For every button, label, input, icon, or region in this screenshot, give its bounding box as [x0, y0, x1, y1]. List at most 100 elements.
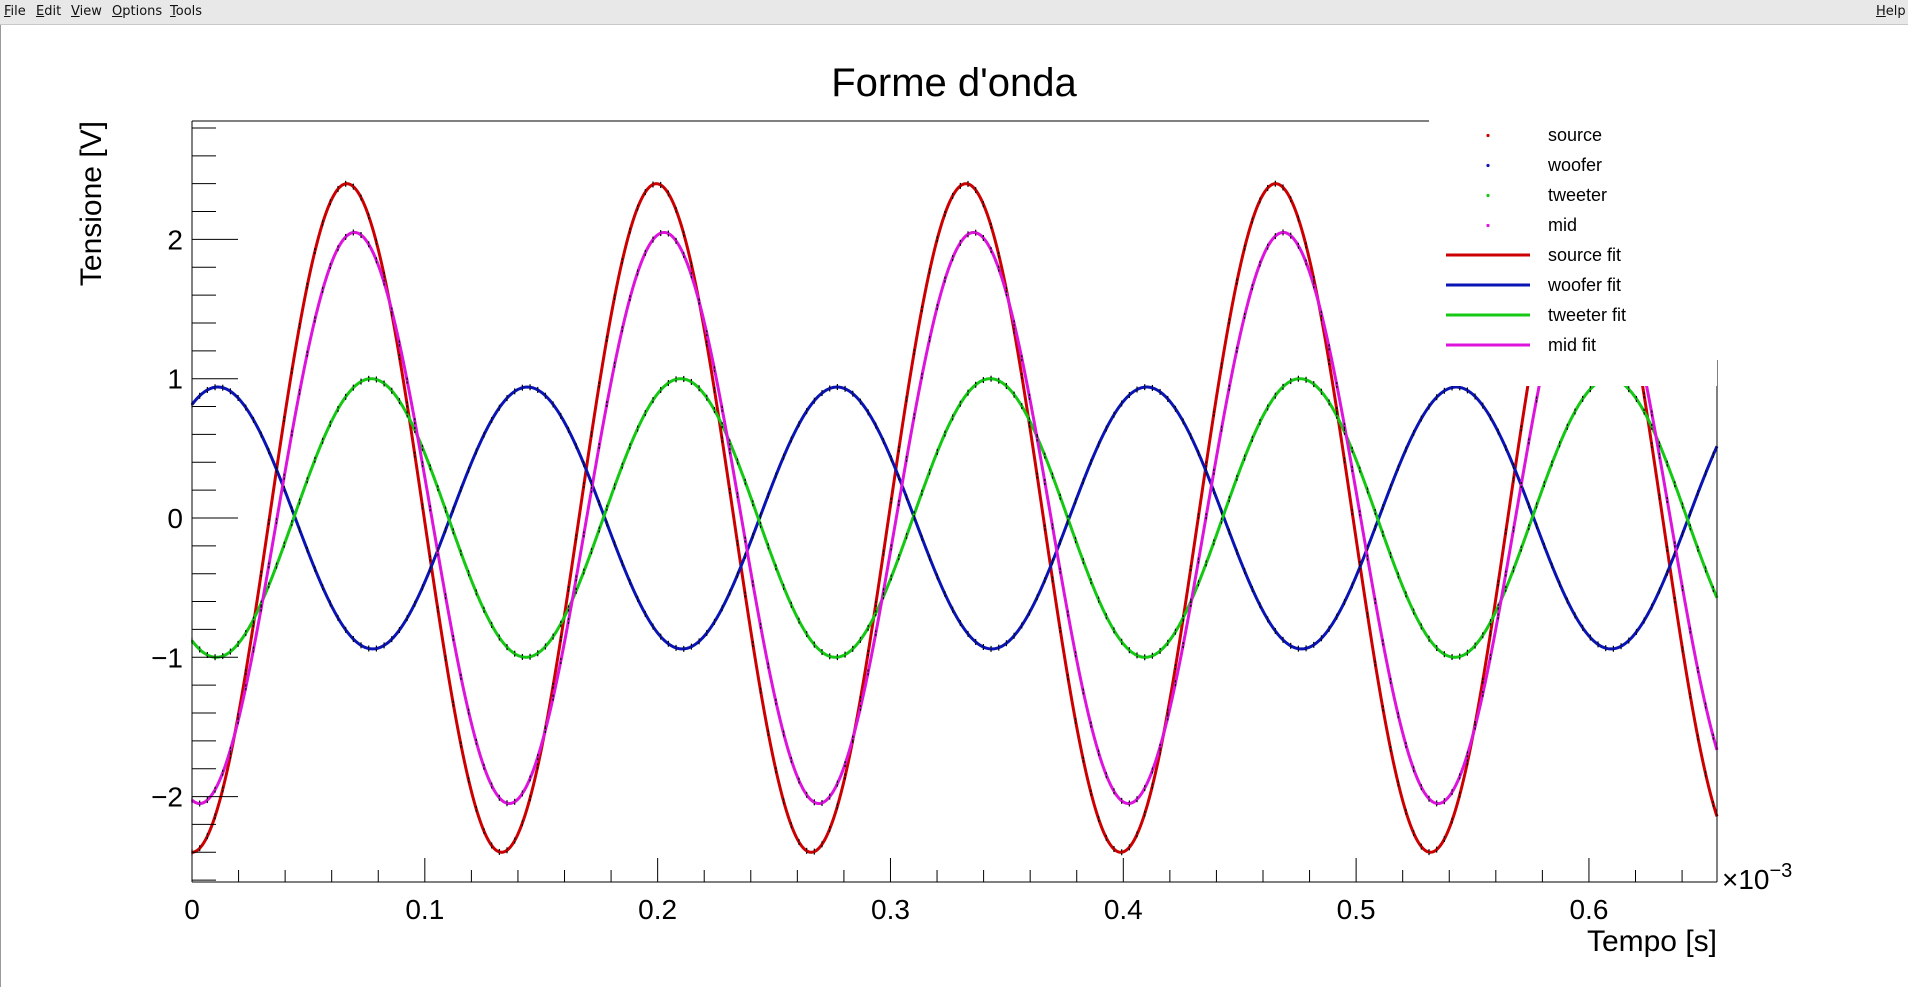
data-point-dot	[575, 536, 578, 539]
data-point-dot	[921, 375, 923, 377]
data-point-dot	[306, 284, 309, 287]
data-point-dot	[667, 382, 670, 384]
data-point-dot	[1105, 836, 1108, 839]
data-point-dot	[897, 448, 900, 450]
data-point-dot	[744, 554, 747, 557]
data-point-dot	[652, 183, 654, 186]
data-point-dot	[1474, 395, 1476, 398]
data-point-dot	[936, 575, 939, 578]
data-point-dot	[1351, 584, 1354, 587]
data-point-dot	[283, 418, 286, 420]
data-point-dot	[913, 351, 916, 353]
data-point-dot	[659, 635, 662, 638]
data-point-dot	[921, 491, 923, 494]
data-point-dot	[828, 655, 831, 658]
legend-entry: tweeter fit	[1446, 305, 1626, 325]
data-point-dot	[1650, 412, 1653, 415]
data-point-dot	[667, 232, 670, 235]
data-point-dot	[782, 585, 785, 588]
data-point-dot	[229, 650, 232, 653]
data-point-dot	[813, 850, 816, 853]
data-point-dot	[1435, 848, 1438, 851]
data-point-dot	[1589, 388, 1592, 391]
data-point-dot	[444, 595, 447, 598]
data-point-dot	[1351, 468, 1354, 470]
data-point-dot	[705, 396, 708, 399]
data-point-dot	[775, 474, 777, 477]
data-point-dot	[1189, 602, 1192, 605]
menu-edit[interactable]: Edit	[36, 4, 62, 19]
data-point-dot	[897, 556, 900, 559]
data-point-dot	[406, 379, 409, 382]
data-point-dot	[1289, 234, 1292, 237]
menu-help[interactable]: Help	[1876, 4, 1906, 19]
data-point-dot	[429, 466, 432, 469]
data-point-dot	[652, 399, 654, 402]
menu-view[interactable]: View	[71, 4, 102, 19]
data-point-dot	[944, 278, 946, 281]
data-point-dot	[1120, 851, 1123, 854]
data-point-dot	[713, 389, 716, 391]
menu-options[interactable]: Options	[112, 4, 163, 19]
data-point-dot	[1343, 601, 1346, 603]
data-point-dot	[890, 499, 893, 502]
data-point-dot	[1282, 638, 1284, 641]
data-point-dot	[874, 603, 877, 605]
data-point-dot	[1043, 526, 1046, 529]
data-point-dot	[659, 389, 662, 391]
y-axis-label: Tensione [V]	[75, 121, 108, 286]
data-point-dot	[790, 603, 793, 606]
data-point-dot	[990, 249, 992, 251]
data-point-dot	[1059, 495, 1062, 498]
data-point-dot	[1028, 611, 1031, 614]
data-point-dot	[375, 647, 378, 650]
data-point-dot	[1105, 427, 1108, 430]
data-point-dot	[436, 608, 439, 611]
data-point-dot	[1382, 707, 1384, 710]
data-point-dot	[1650, 425, 1653, 428]
data-point-dot	[398, 400, 401, 402]
menu-file[interactable]: File	[4, 4, 26, 19]
data-point-dot	[582, 533, 585, 536]
data-point-dot	[1474, 644, 1476, 647]
data-point-dot	[836, 656, 839, 659]
data-point-dot	[1159, 650, 1161, 652]
data-point-dot	[267, 520, 270, 523]
data-point-dot	[967, 633, 969, 635]
data-point-dot	[1489, 655, 1492, 658]
data-point-dot	[1136, 388, 1138, 391]
data-point-dot	[575, 577, 578, 580]
data-point-dot	[1358, 468, 1361, 471]
data-point-dot	[867, 411, 870, 414]
data-point-dot	[1197, 515, 1200, 517]
data-point-dot	[721, 438, 724, 441]
data-point-dot	[974, 189, 977, 192]
data-point-dot	[1420, 417, 1423, 420]
x-axis-label: Tempo [s]	[1587, 925, 1717, 958]
legend-marker	[1486, 193, 1490, 198]
data-point-dot	[751, 582, 754, 585]
data-point-dot	[736, 573, 739, 576]
data-point-dot	[1320, 317, 1323, 319]
data-point-dot	[1259, 604, 1261, 607]
data-point-dot	[283, 543, 286, 546]
data-point-dot	[882, 590, 885, 593]
data-point-dot	[775, 566, 777, 569]
data-point-dot	[1128, 846, 1131, 849]
data-point-dot	[360, 196, 362, 199]
data-point-dot	[874, 424, 877, 427]
menu-tools[interactable]: Tools	[170, 4, 203, 19]
data-point-dot	[1143, 787, 1146, 790]
data-point-dot	[360, 380, 362, 383]
data-point-dot	[1174, 630, 1177, 633]
data-point-dot	[298, 500, 301, 503]
data-point-dot	[1689, 694, 1692, 697]
data-point-dot	[1397, 714, 1400, 717]
data-point-dot	[575, 445, 578, 447]
data-point-dot	[1389, 554, 1392, 556]
data-point-dot	[513, 839, 516, 842]
data-point-dot	[1428, 797, 1430, 800]
points-woofer	[191, 384, 1715, 652]
data-point-dot	[936, 451, 939, 453]
data-point-dot	[1090, 461, 1092, 464]
